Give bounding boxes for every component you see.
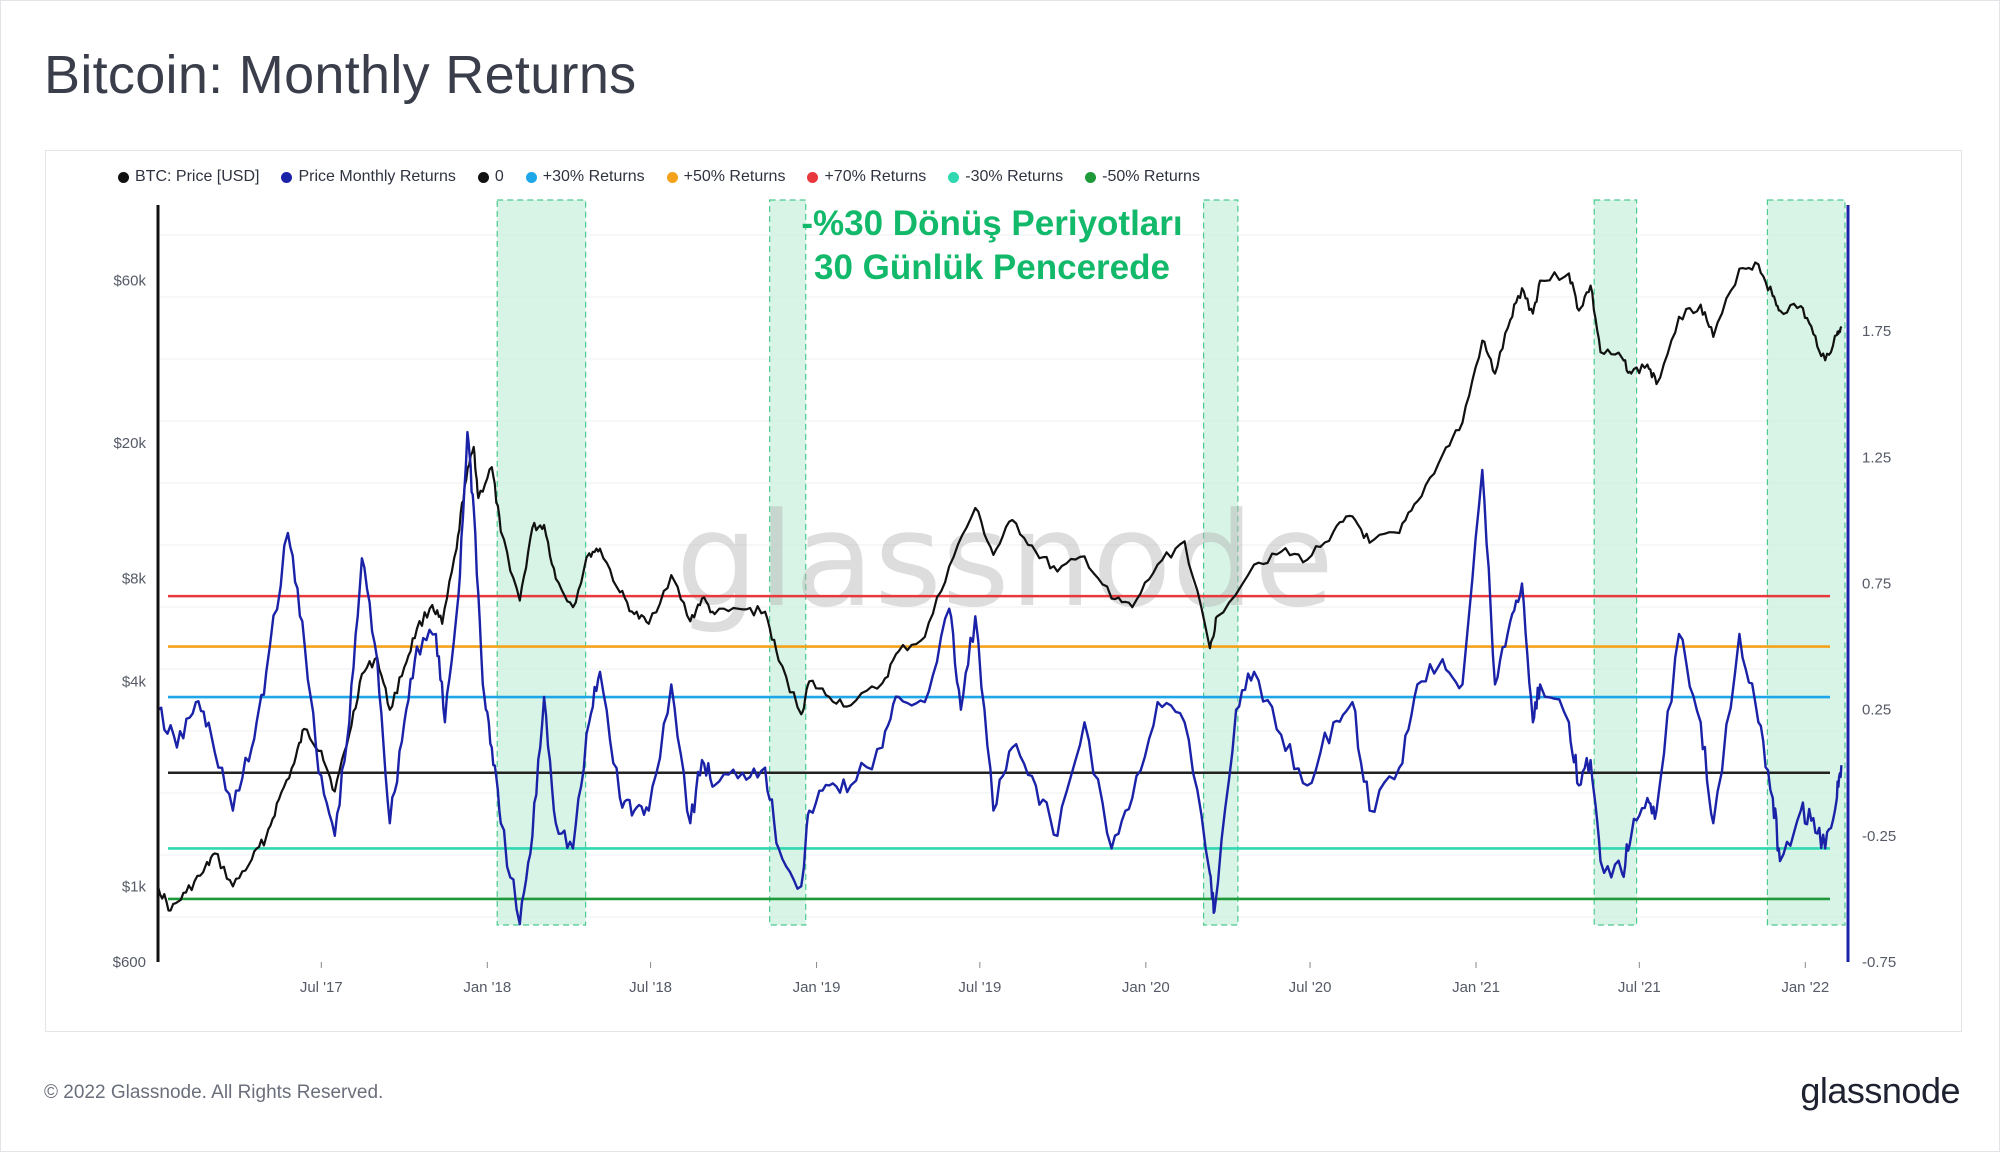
x-tick-label: Jul '19	[958, 979, 1001, 996]
x-tick-label: Jul '21	[1618, 979, 1661, 996]
legend-dot-icon	[948, 171, 960, 183]
copyright-text: © 2022 Glassnode. All Rights Reserved.	[44, 1082, 384, 1103]
x-tick-label: Jan '20	[1122, 979, 1170, 996]
left-tick-label: $20k	[113, 435, 146, 452]
legend-item[interactable]: -30% Returns	[948, 168, 1063, 186]
legend-label: BTC: Price [USD]	[135, 168, 260, 185]
annotation-layer: -%30 Dönüş Periyotları 30 Günlük Pencere…	[801, 204, 1182, 287]
legend-dot-icon	[807, 171, 819, 183]
annotation-line-2: 30 Günlük Pencerede	[814, 248, 1170, 287]
watermark-text: glassnode	[676, 484, 1334, 636]
chart-legend: BTC: Price [USD] Price Monthly Returns 0 +3…	[118, 168, 1200, 186]
right-tick-label: 0.75	[1862, 576, 1891, 593]
left-tick-label: $60k	[113, 273, 146, 290]
legend-item[interactable]: -50% Returns	[1085, 168, 1200, 186]
right-tick-label: -0.75	[1862, 954, 1896, 971]
x-tick-label: Jan '19	[793, 979, 841, 996]
x-tick-label: Jan '22	[1781, 979, 1829, 996]
legend-item[interactable]: BTC: Price [USD]	[118, 168, 259, 186]
legend-label: -30% Returns	[965, 168, 1064, 185]
left-tick-label: $4k	[122, 673, 147, 690]
x-tick-label: Jul '17	[300, 979, 343, 996]
series-layer	[156, 261, 1843, 926]
legend-label: 0	[494, 168, 504, 185]
legend-dot-icon	[525, 171, 537, 183]
x-tick-label: Jul '20	[1289, 979, 1332, 996]
glassnode-logo: glassnode	[1800, 1070, 1960, 1111]
legend-label: Price Monthly Returns	[298, 168, 456, 185]
legend-item[interactable]: +50% Returns	[666, 168, 786, 186]
axes-layer: $600 $1k $4k $8k $20k $60k -0.75 -0.25 0.25 0.75 1…	[113, 205, 1896, 996]
legend-dot-icon	[281, 171, 293, 183]
legend-label: +50% Returns	[683, 168, 786, 185]
x-tick-label: Jan '18	[463, 979, 511, 996]
legend-label: +30% Returns	[542, 168, 645, 185]
legend-dot-icon	[666, 171, 678, 183]
annotation-line-1: -%30 Dönüş Periyotları	[801, 204, 1182, 243]
highlight-period	[1202, 199, 1239, 926]
legend-dot-icon	[1085, 171, 1097, 183]
right-tick-label: 0.25	[1862, 702, 1891, 719]
legend-item[interactable]: Price Monthly Returns	[281, 168, 456, 186]
highlight-period	[1593, 199, 1638, 926]
legend-dot-icon	[477, 171, 489, 183]
legend-item[interactable]: 0	[477, 168, 504, 186]
btc-price-line	[156, 261, 1843, 912]
monthly-returns-line	[157, 430, 1843, 926]
legend-dot-icon	[118, 171, 129, 183]
highlight-period	[1766, 199, 1846, 926]
right-tick-label: 1.25	[1862, 449, 1891, 466]
legend-item[interactable]: +70% Returns	[807, 168, 926, 186]
right-tick-label: -0.25	[1862, 828, 1896, 845]
x-tick-label: Jul '18	[629, 979, 672, 996]
legend-label: +70% Returns	[824, 168, 927, 185]
highlight-period	[496, 199, 587, 926]
x-tick-label: Jan '21	[1452, 979, 1500, 996]
left-tick-label: $600	[113, 954, 146, 971]
legend-item[interactable]: +30% Returns	[525, 168, 645, 186]
left-tick-label: $1k	[122, 878, 147, 895]
right-tick-label: 1.75	[1862, 323, 1891, 340]
left-tick-label: $8k	[122, 571, 147, 588]
reference-lines-layer	[168, 594, 1830, 901]
page-title: Bitcoin: Monthly Returns	[44, 45, 637, 105]
legend-label: -50% Returns	[1102, 168, 1200, 185]
highlight-period	[769, 199, 807, 926]
